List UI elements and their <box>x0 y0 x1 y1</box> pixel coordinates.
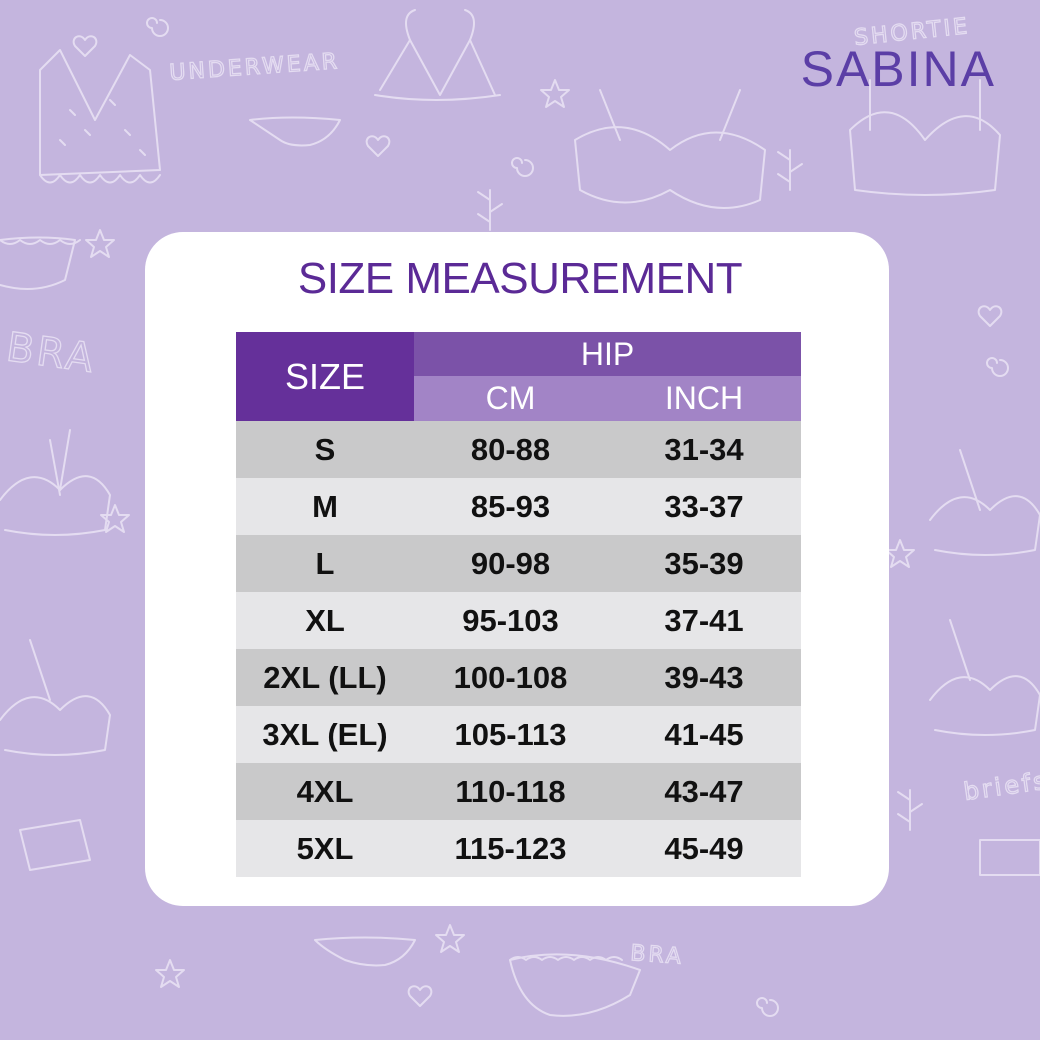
cm-cell: 115-123 <box>414 820 607 877</box>
table-row: XL 95-103 37-41 <box>236 592 801 649</box>
cm-cell: 90-98 <box>414 535 607 592</box>
panty-doodle <box>249 116 341 147</box>
size-cell: 3XL (EL) <box>236 706 414 763</box>
size-column-header: SIZE <box>236 332 414 421</box>
table-row: M 85-93 33-37 <box>236 478 801 535</box>
size-cell: L <box>236 535 414 592</box>
table-row: 5XL 115-123 45-49 <box>236 820 801 877</box>
inch-cell: 31-34 <box>607 421 801 478</box>
balconette-doodle <box>849 79 1001 196</box>
bra-doodle-right <box>929 449 1040 556</box>
table-row: 3XL (EL) 105-113 41-45 <box>236 706 801 763</box>
panty-doodle-bottom-2 <box>314 936 416 967</box>
inch-column-header: INCH <box>607 376 801 421</box>
inch-cell: 43-47 <box>607 763 801 820</box>
cm-cell: 105-113 <box>414 706 607 763</box>
svg-text:UNDERWEAR: UNDERWEAR <box>169 49 341 86</box>
size-cell: 4XL <box>236 763 414 820</box>
inch-cell: 41-45 <box>607 706 801 763</box>
cm-cell: 80-88 <box>414 421 607 478</box>
table-row: 2XL (LL) 100-108 39-43 <box>236 649 801 706</box>
brand-logo: SABINA <box>800 41 996 97</box>
size-cell: 5XL <box>236 820 414 877</box>
lace-brief-doodle <box>19 819 1040 876</box>
inch-cell: 33-37 <box>607 478 801 535</box>
brief-doodle-left <box>0 236 81 290</box>
svg-text:BRA: BRA <box>630 941 685 970</box>
table-row: S 80-88 31-34 <box>236 421 801 478</box>
size-cell: S <box>236 421 414 478</box>
cm-cell: 95-103 <box>414 592 607 649</box>
triangle-bra-doodle <box>374 9 501 101</box>
svg-text:BRA: BRA <box>4 324 100 382</box>
table-row: L 90-98 35-39 <box>236 535 801 592</box>
cm-cell: 100-108 <box>414 649 607 706</box>
hip-group-header: HIP <box>414 332 801 376</box>
bralette-doodle <box>39 49 161 184</box>
bra-doodle-left <box>0 429 111 536</box>
svg-text:briefs: briefs <box>962 766 1040 806</box>
table-row: 4XL 110-118 43-47 <box>236 763 801 820</box>
size-cell: 2XL (LL) <box>236 649 414 706</box>
cm-cell: 110-118 <box>414 763 607 820</box>
inch-cell: 45-49 <box>607 820 801 877</box>
bra-doodle-right-low <box>929 619 1040 736</box>
inch-cell: 39-43 <box>607 649 801 706</box>
inch-cell: 35-39 <box>607 535 801 592</box>
cm-cell: 85-93 <box>414 478 607 535</box>
size-cell: XL <box>236 592 414 649</box>
size-table: SIZE HIP CM INCH S 80-88 31-34 M 85-93 3… <box>236 332 801 877</box>
chart-title: SIZE MEASUREMENT <box>297 254 743 303</box>
size-cell: M <box>236 478 414 535</box>
inch-cell: 37-41 <box>607 592 801 649</box>
strapless-bra-doodle <box>574 89 766 209</box>
bra-doodle-left-low <box>0 639 111 756</box>
panty-doodle-bottom <box>509 953 641 1017</box>
cm-column-header: CM <box>414 376 607 421</box>
